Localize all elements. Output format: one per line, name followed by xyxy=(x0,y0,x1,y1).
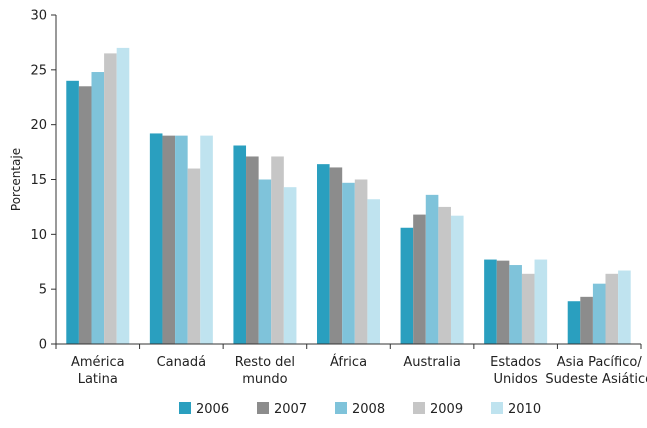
bar-2008-cat2 xyxy=(259,180,272,345)
x-category-label: Resto del xyxy=(235,355,295,370)
legend: 2006 2007 2008 2009 2010 xyxy=(179,402,541,417)
bar-2006-cat4 xyxy=(401,228,414,344)
bar-2010-cat4 xyxy=(451,216,464,344)
legend-swatch-2008 xyxy=(335,402,347,414)
legend-label-2006: 2006 xyxy=(196,402,229,417)
x-category-label: Asia Pacífico/ xyxy=(557,355,643,370)
bar-2010-cat1 xyxy=(200,136,213,344)
bar-2009-cat6 xyxy=(606,274,619,344)
bar-2010-cat2 xyxy=(284,187,297,344)
bar-2008-cat6 xyxy=(593,284,606,344)
bar-2010-cat6 xyxy=(618,271,631,344)
bar-2008-cat1 xyxy=(175,136,188,344)
bar-2006-cat3 xyxy=(317,164,330,344)
y-tick-label: 0 xyxy=(39,338,47,353)
bar-2007-cat2 xyxy=(246,156,259,344)
legend-label-2008: 2008 xyxy=(352,402,385,417)
y-tick-label: 15 xyxy=(30,173,47,188)
bar-2006-cat0 xyxy=(66,81,79,344)
bar-2009-cat3 xyxy=(355,180,368,345)
y-axis-title: Porcentaje xyxy=(9,148,23,211)
y-axis-ticks: 0 5 10 15 20 25 30 xyxy=(30,9,56,353)
legend-swatch-2007 xyxy=(257,402,269,414)
bar-2010-cat3 xyxy=(367,199,380,344)
bar-2009-cat0 xyxy=(104,53,117,344)
x-category-label: Canadá xyxy=(157,355,206,370)
x-category-label: Latina xyxy=(78,372,118,387)
bar-2008-cat4 xyxy=(426,195,439,344)
bars xyxy=(66,48,630,344)
bar-2007-cat0 xyxy=(79,86,92,344)
x-category-label: Australia xyxy=(403,355,461,370)
bar-2007-cat5 xyxy=(497,261,510,344)
y-tick-label: 30 xyxy=(30,9,47,24)
legend-label-2007: 2007 xyxy=(274,402,307,417)
y-tick-label: 10 xyxy=(30,228,47,243)
legend-swatch-2009 xyxy=(413,402,425,414)
bar-2006-cat5 xyxy=(484,260,497,344)
y-tick-label: 5 xyxy=(39,283,47,298)
legend-label-2010: 2010 xyxy=(508,402,541,417)
y-tick-label: 25 xyxy=(30,63,47,78)
legend-label-2009: 2009 xyxy=(430,402,463,417)
bar-2008-cat0 xyxy=(91,72,104,344)
x-category-label: Estados xyxy=(490,355,541,370)
bar-2010-cat5 xyxy=(535,260,548,344)
bar-2007-cat6 xyxy=(580,297,593,344)
legend-swatch-2010 xyxy=(491,402,503,414)
x-category-label: Sudeste Asiático xyxy=(545,372,647,387)
bar-2008-cat5 xyxy=(509,265,522,344)
bar-2009-cat5 xyxy=(522,274,535,344)
bar-2009-cat4 xyxy=(438,207,451,344)
y-tick-label: 20 xyxy=(30,118,47,133)
x-axis-labels: América Latina Canadá Resto del mundo África A… xyxy=(71,354,647,387)
x-category-label: África xyxy=(330,354,367,370)
x-category-label: Unidos xyxy=(493,372,538,387)
bar-2006-cat2 xyxy=(233,146,246,345)
bar-2006-cat6 xyxy=(568,301,581,344)
bar-2007-cat1 xyxy=(162,136,175,344)
legend-swatch-2006 xyxy=(179,402,191,414)
y-axis-title-text: Porcentaje xyxy=(9,148,23,211)
bar-2010-cat0 xyxy=(117,48,130,344)
x-category-label: América xyxy=(71,355,125,370)
bar-2008-cat3 xyxy=(342,183,355,344)
bar-2007-cat4 xyxy=(413,215,426,344)
bar-2006-cat1 xyxy=(150,133,163,344)
bar-2007-cat3 xyxy=(330,167,343,344)
bar-2009-cat1 xyxy=(188,169,201,344)
x-category-label: mundo xyxy=(242,372,287,387)
bar-2009-cat2 xyxy=(271,156,284,344)
